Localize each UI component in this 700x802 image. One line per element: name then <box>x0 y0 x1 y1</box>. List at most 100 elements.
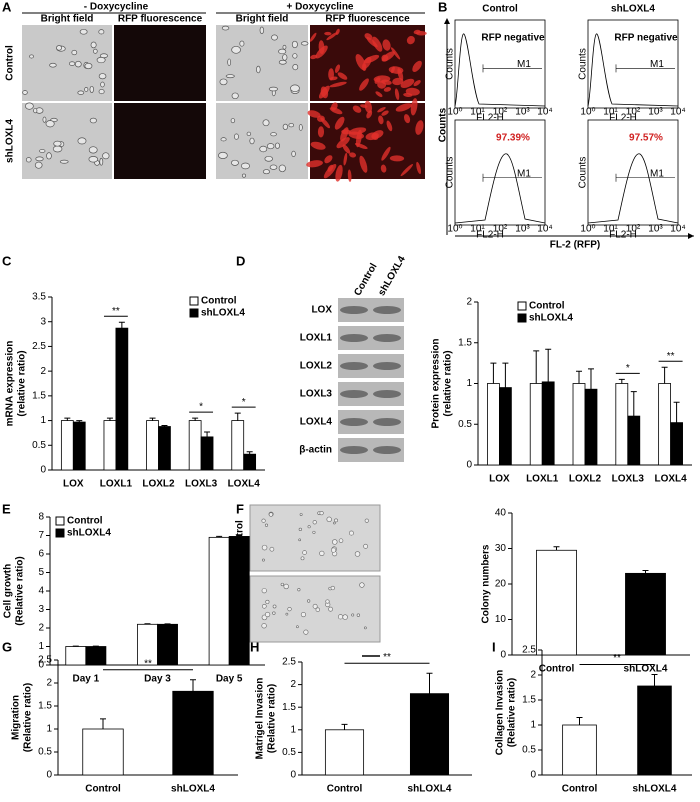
cell <box>395 103 412 112</box>
cell <box>261 544 268 551</box>
error-bar <box>545 348 552 382</box>
legend-label: Control <box>529 301 565 312</box>
bar <box>115 327 129 471</box>
panel-label: A <box>2 0 12 14</box>
micrograph <box>216 103 308 179</box>
cell <box>39 149 46 153</box>
y-tick-label: 2.5 <box>38 655 52 666</box>
cell <box>298 124 303 131</box>
lane-label: shLOXL4 <box>376 254 408 298</box>
hist-tick: 10⁴ <box>670 224 685 235</box>
cell <box>259 145 268 153</box>
cell <box>381 51 395 62</box>
cell <box>359 582 365 588</box>
significance-label: ** <box>112 306 120 317</box>
bar <box>625 572 666 656</box>
cell <box>333 521 336 525</box>
cell <box>272 604 277 609</box>
error-bar <box>576 717 583 725</box>
bar <box>409 693 450 776</box>
cell <box>261 588 267 594</box>
cell <box>230 118 236 124</box>
cell <box>225 74 235 79</box>
bar <box>200 436 214 471</box>
blot-band <box>340 306 368 314</box>
hist-tick: 10¹ <box>470 224 485 235</box>
bar <box>536 549 577 656</box>
cell <box>394 88 400 101</box>
bar <box>208 536 230 666</box>
cell <box>352 105 362 113</box>
hist-tick: 10⁰ <box>580 224 595 235</box>
cell <box>329 76 338 81</box>
hist-ylabel: Counts <box>578 157 589 189</box>
hist-xlabel: FL2-H <box>476 230 504 241</box>
cell <box>88 146 98 154</box>
error-bar <box>100 718 106 729</box>
bar <box>541 381 555 466</box>
cell <box>302 550 307 555</box>
legend-swatch <box>189 296 199 306</box>
cell <box>249 137 255 145</box>
error-bar <box>76 420 83 423</box>
y-tick-label: 1.5 <box>32 390 46 401</box>
cell <box>22 90 28 95</box>
x-tick-label: LOXL2 <box>569 474 602 485</box>
hist-tick: 10² <box>493 107 508 118</box>
error-bar <box>216 535 223 538</box>
cell <box>278 164 286 173</box>
error-bar <box>246 451 253 455</box>
cell <box>298 538 302 542</box>
y-tick-label: 0 <box>40 465 46 476</box>
legend-label: shLOXL4 <box>201 308 245 319</box>
bar <box>670 422 683 466</box>
cell <box>42 116 47 123</box>
error-bar <box>106 417 113 421</box>
cell <box>259 26 265 34</box>
y-axis-title: (relative ratio) <box>443 350 454 416</box>
error-bar <box>661 366 668 384</box>
cell <box>330 585 335 591</box>
bar <box>172 690 214 776</box>
group-header: - Doxycycline <box>84 2 149 13</box>
cell <box>234 133 239 140</box>
blot-band <box>340 390 368 398</box>
panel-label: F <box>236 501 244 516</box>
x-tick-label: Control <box>539 664 575 675</box>
cell <box>93 48 98 54</box>
cell <box>25 102 34 110</box>
histogram-frame <box>587 119 679 226</box>
y-tick-label: 3 <box>38 604 44 615</box>
hist-tick: 10⁴ <box>537 107 552 118</box>
panel-label: D <box>236 253 245 268</box>
histogram-curve <box>454 33 546 107</box>
cell <box>220 137 227 142</box>
cell <box>25 157 32 163</box>
cell <box>343 152 348 166</box>
cell <box>361 63 367 72</box>
cell <box>412 60 422 72</box>
cell <box>359 155 368 173</box>
cell <box>310 141 326 150</box>
cell <box>315 45 328 59</box>
blot-band <box>373 362 401 370</box>
error-bar <box>118 321 125 329</box>
axis-title: Counts <box>438 107 449 142</box>
hist-tick: 10¹ <box>603 224 618 235</box>
legend-label: shLOXL4 <box>529 313 573 324</box>
legend-swatch <box>55 528 65 538</box>
legend-swatch <box>55 516 65 526</box>
hist-tick: 10⁴ <box>670 107 685 118</box>
cell <box>372 36 383 52</box>
cell <box>246 131 252 137</box>
blot-band <box>373 334 401 342</box>
cell <box>53 140 62 147</box>
x-tick-label: LOX <box>489 474 510 485</box>
panel-label: I <box>492 639 496 654</box>
legend-label: shLOXL4 <box>67 528 111 539</box>
bar <box>146 420 159 471</box>
error-bar <box>673 401 680 423</box>
y-tick-label: 7 <box>38 530 44 541</box>
error-bar <box>490 362 497 384</box>
hist-tick: 10¹ <box>470 107 485 118</box>
